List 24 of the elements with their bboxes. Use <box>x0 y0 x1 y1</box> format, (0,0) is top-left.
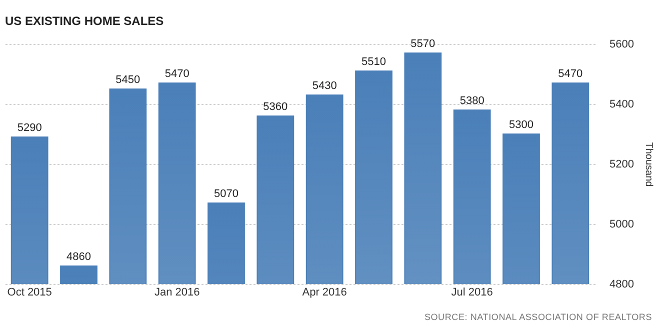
y-tick-label: 5200 <box>610 158 634 170</box>
y-tick-label: 5400 <box>610 98 634 110</box>
data-label: 5300 <box>509 119 534 131</box>
y-axis-title: Thousand <box>642 142 654 187</box>
y-tick-label: 4800 <box>610 278 634 290</box>
chart-title: US EXISTING HOME SALES <box>5 14 164 28</box>
x-tick-label: Jan 2016 <box>154 286 200 298</box>
data-label: 5570 <box>410 38 436 50</box>
data-label: 5510 <box>362 56 386 68</box>
data-label: 5380 <box>460 95 484 107</box>
source-note: SOURCE: NATIONAL ASSOCIATION OF REALTORS <box>423 312 652 322</box>
y-tick-label: 5000 <box>610 218 634 230</box>
x-tick-label: Oct 2015 <box>7 286 52 298</box>
y-tick-label: 5600 <box>610 38 634 50</box>
data-label: 5450 <box>116 74 140 86</box>
x-tick-label: Jul 2016 <box>451 286 493 298</box>
data-label: 5360 <box>263 101 288 113</box>
data-label: 5470 <box>558 68 583 80</box>
x-tick-label: Apr 2016 <box>302 286 347 298</box>
data-label: 5470 <box>164 68 190 80</box>
data-label: 5430 <box>312 80 337 92</box>
data-label: 5290 <box>17 122 42 134</box>
data-label: 5070 <box>214 188 238 200</box>
data-label: 4860 <box>66 251 91 263</box>
